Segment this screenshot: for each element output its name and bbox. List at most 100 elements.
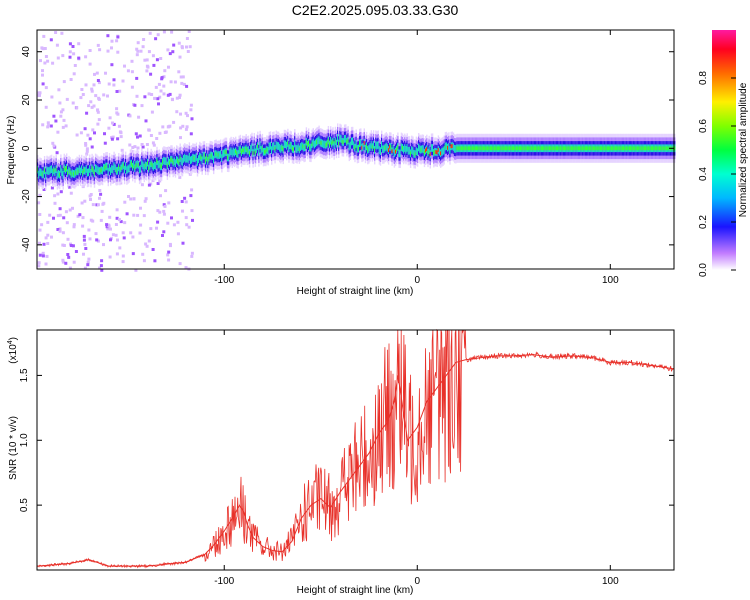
- heatmap-ridge-cell: [138, 165, 141, 174]
- heatmap-peak-cell: [147, 160, 149, 165]
- heatmap-noise-cell: [65, 97, 69, 101]
- heatmap-peak-cell: [522, 146, 524, 151]
- heatmap-peak-cell: [394, 149, 397, 154]
- heatmap-peak-cell: [401, 145, 404, 150]
- heatmap-ridge-cell: [78, 165, 81, 174]
- heatmap-noise-cell: [151, 248, 155, 251]
- heatmap-noise-cell: [81, 224, 85, 228]
- heatmap-ridge-cell: [421, 145, 423, 153]
- heatmap-ridge-cell: [349, 141, 352, 150]
- heatmap-ridge-cell: [186, 154, 188, 163]
- heatmap-ridge-cell: [60, 165, 62, 173]
- heatmap-peak-cell: [553, 146, 555, 151]
- heatmap-noise-cell: [117, 124, 121, 128]
- heatmap-peak-cell: [246, 148, 248, 153]
- heatmap-noise-cell: [71, 101, 75, 105]
- heatmap-noise-cell: [42, 34, 46, 38]
- heatmap-peak-cell: [451, 144, 453, 148]
- heatmap-noise-cell: [117, 218, 121, 222]
- heatmap-noise-cell: [166, 253, 170, 257]
- heatmap-noise-cell: [167, 258, 171, 262]
- heatmap-peak-cell: [215, 152, 217, 156]
- heatmap-peak-cell: [177, 158, 179, 163]
- heatmap-peak-cell: [511, 146, 514, 151]
- heatmap-noise-cell: [170, 30, 174, 34]
- heatmap-noise-cell: [62, 216, 66, 220]
- heatmap-noise-cell: [136, 41, 140, 45]
- heatmap-peak-cell: [203, 153, 206, 158]
- heatmap-noise-cell: [162, 92, 166, 96]
- heatmap-noise-cell: [112, 83, 116, 87]
- heatmap-peak-cell: [434, 149, 436, 154]
- heatmap-ridge-cell: [223, 149, 225, 157]
- heatmap-peak-cell: [638, 146, 640, 151]
- heatmap-noise-cell: [41, 69, 44, 73]
- heatmap-peak-cell: [487, 146, 489, 151]
- heatmap-noise-cell: [71, 206, 74, 210]
- heatmap-noise-cell: [41, 82, 45, 86]
- heatmap-noise-cell: [184, 111, 188, 115]
- heatmap-peak-cell: [83, 168, 85, 173]
- heatmap-noise-cell: [160, 76, 164, 80]
- heatmap-ridge-cell: [259, 141, 261, 150]
- heatmap-noise-cell: [54, 119, 58, 123]
- heatmap-peak-cell: [293, 147, 295, 152]
- heatmap-noise-cell: [96, 79, 100, 82]
- heatmap-ridge-cell: [279, 143, 281, 152]
- heatmap-noise-cell: [166, 221, 170, 225]
- heatmap-peak-cell: [224, 150, 226, 154]
- heatmap-ridge-cell: [364, 144, 367, 153]
- heatmap-noise-cell: [121, 231, 125, 235]
- heatmap-noise-cell: [96, 110, 100, 114]
- heatmap-ridge-cell: [369, 143, 371, 151]
- heatmap-noise-cell: [68, 208, 72, 212]
- heatmap-peak-cell: [516, 146, 518, 151]
- heatmap-noise-cell: [181, 241, 185, 245]
- heatmap-peak-cell: [667, 146, 669, 151]
- heatmap-peak-cell: [648, 146, 650, 151]
- heatmap-noise-cell: [83, 199, 87, 203]
- heatmap-peak-cell: [160, 164, 163, 169]
- heatmap-noise-cell: [189, 108, 193, 112]
- heatmap-noise-cell: [84, 247, 88, 250]
- heatmap-ridge-cell: [57, 170, 60, 178]
- heatmap-noise-cell: [90, 105, 94, 109]
- heatmap-ridge-cell: [244, 146, 246, 155]
- heatmap-peak-cell: [159, 164, 162, 169]
- heatmap-peak-cell: [623, 146, 625, 151]
- heatmap-ridge-cell: [45, 171, 47, 180]
- heatmap-noise-cell: [152, 143, 156, 147]
- heatmap-peak-cell: [67, 171, 69, 175]
- heatmap-ridge-cell: [422, 145, 425, 154]
- heatmap-peak-cell: [150, 161, 152, 166]
- heatmap-peak-cell: [601, 146, 603, 151]
- heatmap-ridge-cell: [176, 155, 178, 164]
- heatmap-peak-cell: [37, 167, 39, 172]
- heatmap-noise-cell: [41, 123, 45, 127]
- heatmap-ridge-cell: [191, 155, 193, 164]
- heatmap-peak-cell: [257, 144, 259, 149]
- heatmap-peak-cell: [605, 146, 608, 151]
- heatmap-noise-cell: [158, 95, 162, 99]
- heatmap-ridge-cell: [419, 145, 421, 153]
- heatmap-peak-cell: [457, 146, 459, 151]
- heatmap-noise-cell: [90, 89, 94, 93]
- heatmap-noise-cell: [181, 124, 185, 128]
- heatmap-peak-cell: [384, 145, 386, 150]
- heatmap-noise-cell: [150, 110, 154, 114]
- heatmap-ridge-cell: [157, 160, 159, 169]
- heatmap-noise-cell: [64, 210, 68, 214]
- heatmap-x-tick-label: 100: [602, 275, 619, 286]
- heatmap-noise-cell: [168, 52, 172, 56]
- heatmap-ridge-cell: [441, 148, 443, 156]
- heatmap-noise-cell: [173, 80, 177, 84]
- heatmap-ridge-cell: [412, 147, 414, 155]
- heatmap-peak-cell: [326, 141, 328, 146]
- heatmap-noise-cell: [115, 90, 119, 93]
- heatmap-peak-cell: [226, 155, 229, 160]
- heatmap-ridge-cell: [400, 143, 403, 151]
- heatmap-ridge-cell: [54, 168, 56, 176]
- heatmap-peak-cell: [591, 146, 594, 151]
- heatmap-peak-cell: [535, 146, 537, 151]
